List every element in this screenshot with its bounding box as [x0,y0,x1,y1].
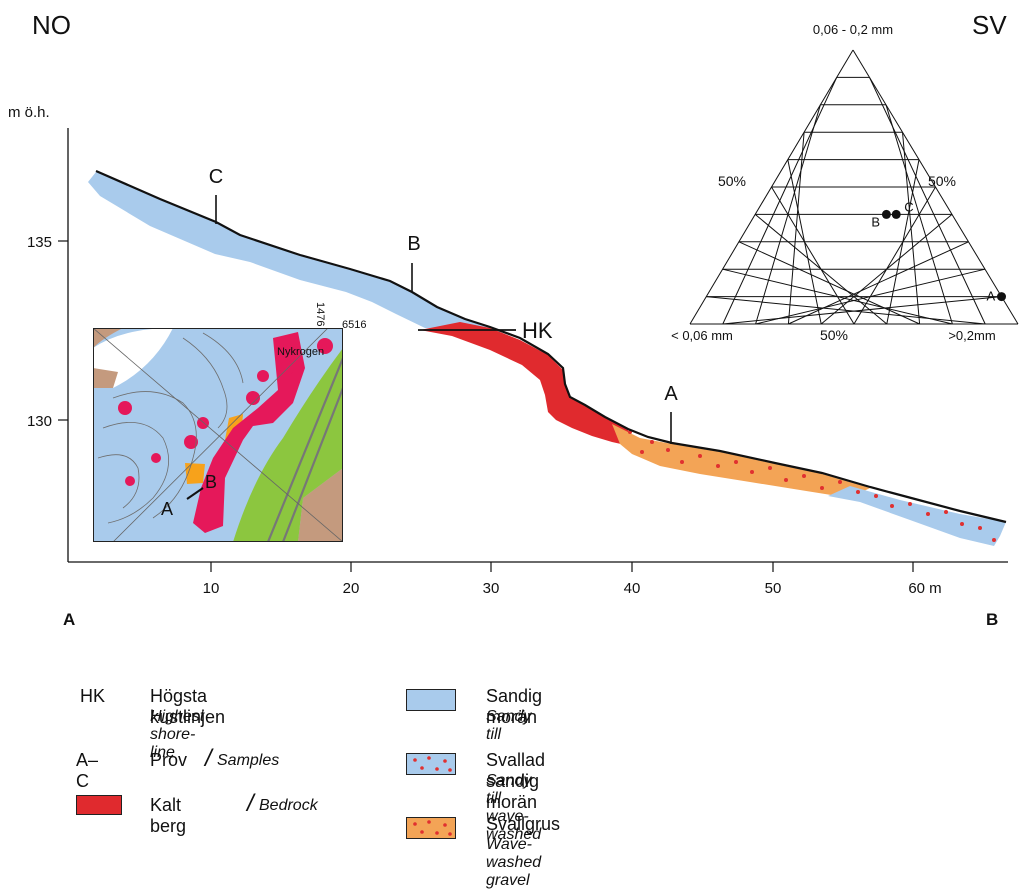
legend-sandy-till-english: Sandy till [486,708,532,743]
legend-wave-till-english: Sandy till, wave-washed [486,772,542,843]
legend-bedrock-separator: / [247,790,254,817]
sample-a-label: A [664,383,678,405]
legend-sandy-till-swatch [406,689,456,711]
legend-hk-english: Highest shore-line [150,708,205,761]
ternary-gridline-left [706,296,986,325]
inset-map: Nykrogen A B [93,328,343,542]
sample-c-label: C [209,166,223,188]
ternary-bottom-left-label: < 0,06 mm [671,328,733,343]
ternary-diagram: ABC 0,06 - 0,2 mm 50% 50% < 0,06 mm 50% … [671,22,1019,343]
ternary-point-label-a: A [987,289,996,304]
ternary-gridline-right [853,186,936,325]
inset-roads [266,357,343,542]
ternary-bottom-mid-label: 50% [820,327,848,343]
x-ticks [210,562,914,572]
legend-sandy-till-swedish: Sandig morän [486,686,543,727]
inset-bedrock-outcrops [118,332,333,533]
ternary-points: A B C [871,199,1006,304]
legend-bedrock-english: Bedrock [259,797,318,814]
ternary-gridline-right [885,104,953,325]
inset-coordinate-vertical: 1476 [314,302,326,327]
x-tick-label-50: 50 [765,580,782,597]
ternary-point-c [891,209,901,219]
ternary-bottom-right-label: >0,2mm [948,328,995,343]
ternary-left-mid-label: 50% [718,173,746,189]
legend-wave-till-dots [413,756,452,772]
x-tick-label-10: 10 [203,580,220,597]
profile-start-label: A [63,610,76,629]
legend-gravel-dots [413,820,452,836]
inset-profile-line [186,487,204,500]
x-tick-label-20: 20 [343,580,360,597]
x-tick-label-40: 40 [624,580,641,597]
ternary-right-mid-label: 50% [928,173,956,189]
ternary-gridline-right [902,132,921,325]
legend-samples-code: A–C [76,750,99,791]
dot-pattern [628,430,996,542]
inset-coordinate-horizontal: 6516 [342,319,367,331]
inset-contour-lines [97,332,244,524]
ternary-grid [689,49,1019,325]
inset-label-a: A [161,499,173,519]
ground-surface-line [95,169,1007,524]
inset-place-name: Nykrogen [277,346,324,358]
legend-samples-english: Samples [217,752,280,769]
legend-hk-swedish: Högsta kustlinjen [150,686,226,727]
ternary-point-label-c: C [904,199,913,214]
legend-hk-code: HK [80,686,106,706]
bedrock-layer [420,322,630,446]
y-unit-label: m ö.h. [8,104,50,121]
legend-bedrock-swedish: Kalt berg [150,795,187,836]
ternary-point-b [881,209,891,219]
inset-clay-area-corner [298,468,343,542]
inset-label-b: B [205,472,217,492]
legend-gravel-swatch [406,817,456,839]
ternary-top-label: 0,06 - 0,2 mm [813,22,893,37]
ternary-point-a [997,292,1006,302]
inset-clay-area-top [93,328,123,348]
ternary-point-label-b: B [871,214,880,229]
x-tick-label-30: 30 [483,580,500,597]
inset-grid-lines [93,328,343,542]
wave-washed-till-layer [828,486,1006,546]
profile-end-label: B [986,610,999,629]
legend-wave-till-swatch [406,753,456,775]
inset-clay-area-left [93,368,118,388]
ternary-gridline-right [852,49,1019,325]
direction-label-southwest: SV [972,10,1007,40]
legend-gravel-swedish: Svallgrus [486,814,561,834]
sample-b-label: B [407,233,420,255]
direction-label-northeast: NO [32,10,71,40]
legend-samples-separator: / [205,745,212,772]
inset-green-area [233,348,343,542]
hk-label: HK [522,318,553,343]
legend-bedrock-swatch [76,795,122,815]
ternary-gridline-left [771,186,855,325]
ternary-gridline-right [869,77,986,325]
ternary-gridline-left [738,241,920,325]
y-tick-label-135: 135 [27,234,52,251]
legend-wave-till-swedish: Svallad sandig morän [486,750,546,812]
profile-diagram: m ö.h. 135 130 10 20 30 40 50 60 m C B A [8,104,1008,597]
legend-samples-swedish: Prov [150,750,188,770]
y-tick-label-130: 130 [27,413,52,430]
sandy-till-layer [88,172,490,330]
x-tick-label-60: 60 m [908,580,941,597]
legend-gravel-english: Wave-washed gravel [486,836,542,889]
gravel-layer [612,424,870,498]
